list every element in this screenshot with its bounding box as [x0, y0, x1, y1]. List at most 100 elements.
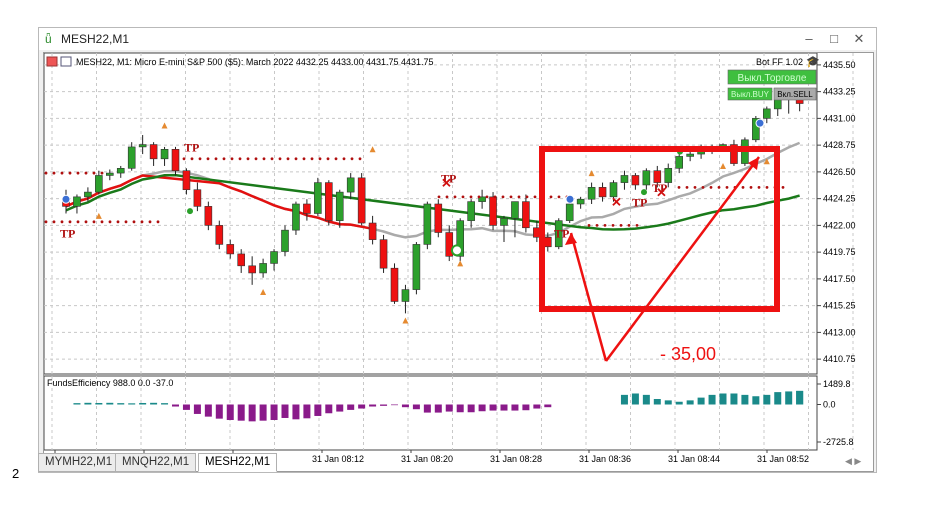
chart-window: ǖ MESH22,M1 – □ ✕ TP TP TP TP TP TP ✕ ✕ ✕ 4435.5…: [38, 27, 877, 473]
tp-level-dot: [461, 195, 465, 199]
time-label: 31 Jan 08:36: [579, 454, 631, 464]
tp-level-dot: [342, 157, 346, 161]
trade-toggle-button-label[interactable]: Выкл.Торговле: [738, 73, 807, 84]
minimize-icon[interactable]: –: [805, 31, 813, 46]
candle-body: [664, 168, 673, 183]
tp-level-dot: [445, 195, 449, 199]
tp-level-dot: [100, 171, 104, 175]
candle-body: [686, 153, 694, 157]
ma-line-green: [65, 173, 800, 231]
indicator-bar: [467, 404, 475, 413]
buy-toggle-button[interactable]: Выкл.BUY: [727, 87, 773, 101]
tp-level-dot: [627, 223, 631, 227]
indicator-bar: [347, 404, 355, 410]
loss-annotation: - 35,00: [660, 344, 716, 364]
tp-level-dot: [52, 220, 56, 224]
tab-mymh22[interactable]: MYMH22,M1: [38, 453, 120, 472]
graduation-cap-icon: 🎓: [806, 55, 820, 68]
indicator-bar: [314, 404, 322, 416]
indicator-bar: [686, 400, 694, 405]
buy-toggle-button-bg[interactable]: [727, 87, 773, 101]
candle-body: [149, 144, 158, 160]
tp-level-dot: [246, 157, 250, 161]
candle-body: [95, 175, 103, 193]
tp-level-dot: [190, 157, 194, 161]
candle-body: [401, 289, 410, 302]
candle-body: [412, 244, 421, 290]
buy-toggle-button-label[interactable]: Выкл.BUY: [731, 90, 770, 99]
tp-level-dot: [60, 220, 64, 224]
tp-level-dot: [717, 185, 721, 189]
tp-level-dot: [182, 157, 186, 161]
candle-body: [762, 108, 771, 119]
indicator-bar: [774, 392, 782, 405]
candle-body: [116, 168, 125, 174]
tp-label: TP: [554, 226, 569, 240]
indicator-bar: [139, 402, 147, 405]
entry-marker: [61, 194, 71, 204]
price-label: 4413.00: [823, 327, 856, 337]
close-x-marker: ✕: [611, 194, 622, 209]
candle-body: [456, 220, 465, 257]
candle-body: [587, 187, 596, 200]
tp-level-dot: [709, 185, 713, 189]
sell-toggle-button-label[interactable]: Вкл.SELL: [777, 90, 813, 99]
tab-mesh22[interactable]: MESH22,M1: [198, 453, 278, 472]
candle-body: [368, 222, 377, 240]
tp-level-dot: [619, 223, 623, 227]
indicator-bar: [204, 404, 212, 417]
tp-level-dot: [84, 220, 88, 224]
candle-body: [730, 144, 738, 164]
chart-area[interactable]: TP TP TP TP TP TP ✕ ✕ ✕ 4435.50 4433.25 4431.00 442…: [43, 52, 874, 472]
time-label: 31 Jan 08:52: [757, 454, 809, 464]
candle-body: [576, 198, 585, 205]
page-number: 2: [12, 466, 20, 481]
candle-body: [226, 244, 235, 255]
candle-body: [303, 203, 311, 214]
indicator-bar: [401, 404, 409, 408]
indicator-bar: [237, 404, 245, 421]
sell-toggle-button-bg[interactable]: [773, 87, 817, 101]
trade-arrow: [95, 212, 102, 219]
tp-level-dot: [350, 157, 354, 161]
tp-level-dot: [677, 185, 681, 189]
close-icon[interactable]: ✕: [853, 31, 865, 46]
tp-level-dot: [781, 185, 785, 189]
maximize-icon[interactable]: □: [830, 31, 838, 46]
tp-level-dot: [60, 171, 64, 175]
window-titlebar[interactable]: ǖ MESH22,M1 – □ ✕: [39, 28, 876, 50]
tp-level-dot: [701, 185, 705, 189]
sell-toggle-button[interactable]: Вкл.SELL: [773, 87, 817, 101]
candle-body: [773, 99, 782, 110]
tp-level-dot: [509, 195, 513, 199]
indicator-bar: [281, 404, 289, 418]
indicator-bar: [489, 404, 497, 411]
candle-body: [489, 196, 497, 226]
indicator-bar: [95, 402, 103, 405]
tab-scroll-arrows[interactable]: ◀ ▶: [845, 456, 862, 466]
candle-body: [357, 177, 366, 224]
tp-level-dot: [68, 220, 72, 224]
tp-level-dot: [525, 195, 529, 199]
tp-level-dot: [603, 223, 607, 227]
indicator-bar: [752, 396, 760, 405]
close-x-marker: ✕: [441, 175, 452, 190]
trade-toggle-button[interactable]: Выкл.Торговле: [727, 69, 817, 85]
trade-toggle-button-bg[interactable]: [727, 69, 817, 85]
tp-level-dot: [222, 157, 226, 161]
indicator-bar: [434, 404, 442, 413]
tp-level-dot: [493, 195, 497, 199]
tab-mnqh22[interactable]: MNQH22,M1: [115, 453, 197, 472]
trade-arrow: [588, 170, 595, 177]
candle-body: [248, 265, 256, 274]
indicator-bar: [128, 403, 136, 405]
candle-body: [642, 170, 651, 186]
annotation-arrowhead: [748, 157, 759, 170]
candle-body: [752, 118, 760, 141]
candle-body: [500, 217, 508, 226]
candle-body: [171, 149, 180, 172]
candle-body: [631, 175, 640, 186]
indicator-bar: [303, 404, 311, 419]
indicator-bar: [292, 404, 300, 420]
